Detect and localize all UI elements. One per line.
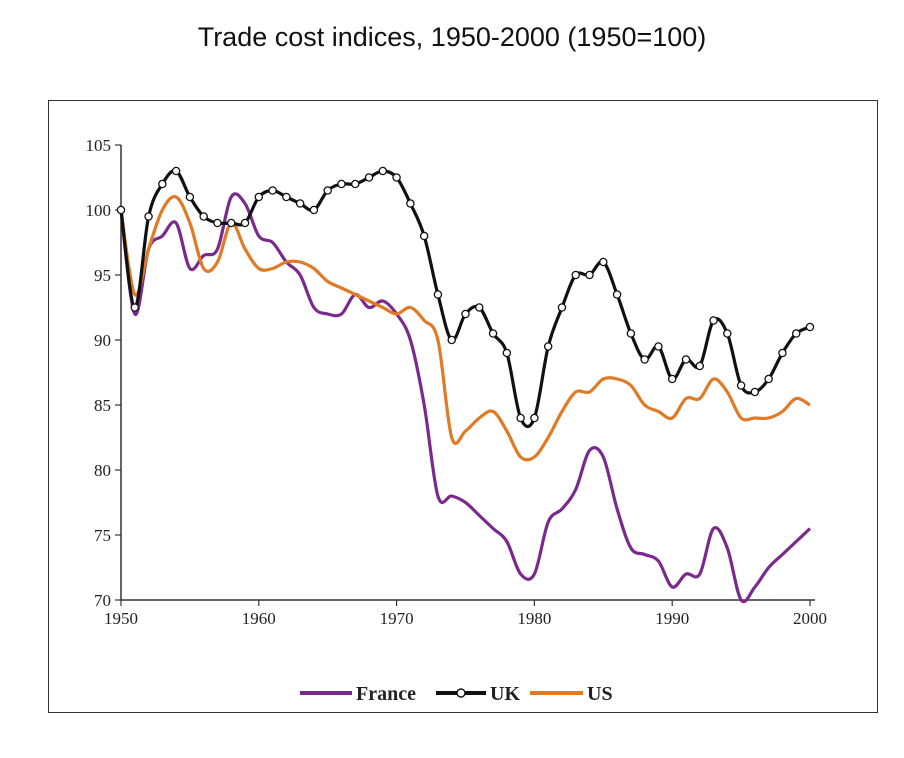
- y-tick-label: 90: [94, 331, 111, 350]
- y-tick-label: 70: [94, 591, 111, 610]
- data-point-uk: [351, 179, 360, 189]
- data-point-uk: [488, 329, 498, 338]
- chart-title: Trade cost indices, 1950-2000 (1950=100): [197, 22, 707, 52]
- data-point-uk: [516, 413, 525, 423]
- series-markers: [116, 166, 815, 423]
- series-lines: [119, 169, 812, 604]
- legend-label-france: France: [356, 683, 416, 705]
- data-point-uk: [226, 218, 236, 228]
- data-point-uk: [461, 309, 470, 319]
- x-tick-label: 1950: [104, 609, 138, 628]
- data-point-uk: [557, 303, 567, 312]
- data-point-uk: [626, 329, 636, 338]
- data-point-uk: [406, 199, 415, 208]
- data-point-uk: [723, 329, 732, 338]
- data-point-uk: [240, 218, 250, 228]
- data-point-uk: [764, 374, 773, 384]
- data-point-uk: [695, 361, 705, 371]
- data-point-uk: [392, 173, 401, 182]
- y-tick-label: 100: [86, 201, 112, 220]
- data-point-uk: [667, 374, 677, 384]
- data-point-uk: [213, 218, 222, 228]
- data-point-uk: [585, 270, 594, 280]
- data-point-uk: [378, 166, 388, 176]
- data-point-uk: [612, 290, 622, 299]
- data-point-uk: [130, 303, 140, 312]
- data-point-uk: [681, 355, 691, 364]
- data-point-uk: [171, 166, 181, 176]
- data-point-uk: [640, 355, 649, 364]
- data-point-uk: [323, 186, 332, 195]
- data-point-uk: [116, 205, 126, 215]
- data-point-uk: [268, 186, 277, 195]
- data-point-uk: [599, 257, 608, 267]
- data-point-uk: [791, 329, 801, 338]
- data-point-uk: [709, 316, 718, 325]
- y-tick-label: 75: [94, 526, 111, 545]
- x-tick-label: 1960: [242, 609, 276, 628]
- x-tick-label: 2000: [793, 609, 827, 628]
- data-point-uk: [447, 335, 456, 345]
- legend-label-uk: UK: [490, 683, 520, 705]
- legend: France UK US: [300, 683, 613, 705]
- data-point-uk: [475, 303, 484, 312]
- x-tick-label: 1990: [655, 609, 689, 628]
- data-point-uk: [433, 290, 443, 299]
- data-point-uk: [158, 179, 167, 189]
- data-point-uk: [805, 322, 815, 332]
- data-point-uk: [295, 199, 305, 208]
- data-point-uk: [530, 413, 539, 423]
- y-tick-label: 95: [94, 266, 111, 285]
- x-tick-label: 1970: [380, 609, 414, 628]
- data-point-uk: [144, 212, 153, 221]
- y-tick-label: 80: [94, 461, 111, 480]
- data-point-uk: [364, 173, 374, 182]
- series-line-us: [119, 194, 811, 462]
- data-point-uk: [750, 387, 760, 397]
- data-point-uk: [282, 192, 291, 202]
- legend-label-us: US: [587, 683, 613, 705]
- chart-frame: [48, 100, 878, 713]
- data-point-uk: [571, 270, 580, 280]
- data-point-uk: [419, 231, 429, 241]
- legend-marker-uk: [456, 688, 466, 698]
- data-point-uk: [502, 348, 512, 358]
- series-line-france: [119, 192, 812, 604]
- data-point-uk: [185, 192, 195, 202]
- y-tick-label: 105: [86, 136, 112, 155]
- data-point-uk: [254, 192, 264, 202]
- data-point-uk: [309, 205, 319, 215]
- data-point-uk: [199, 212, 208, 221]
- x-tick-label: 1980: [517, 609, 551, 628]
- data-point-uk: [654, 342, 663, 351]
- data-point-uk: [337, 179, 346, 189]
- axes: 70 75 80 85 90 95 100 105 1950 1960 1970 1980 1990 20…: [86, 136, 828, 628]
- y-tick-label: 85: [94, 396, 111, 415]
- data-point-uk: [543, 342, 553, 351]
- data-point-uk: [778, 348, 787, 358]
- data-point-uk: [736, 381, 746, 390]
